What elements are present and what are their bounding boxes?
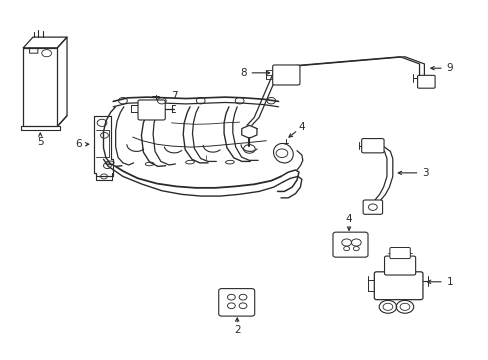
Text: 7: 7 bbox=[170, 91, 177, 101]
FancyBboxPatch shape bbox=[373, 272, 422, 300]
Text: 2: 2 bbox=[233, 325, 240, 335]
Text: 9: 9 bbox=[446, 63, 452, 73]
FancyBboxPatch shape bbox=[332, 232, 367, 257]
FancyBboxPatch shape bbox=[417, 75, 434, 88]
FancyBboxPatch shape bbox=[361, 139, 383, 153]
Text: 1: 1 bbox=[446, 277, 452, 287]
Text: 5: 5 bbox=[37, 137, 43, 147]
Text: 4: 4 bbox=[345, 214, 352, 224]
Text: 3: 3 bbox=[422, 168, 428, 178]
FancyBboxPatch shape bbox=[218, 289, 254, 316]
FancyBboxPatch shape bbox=[389, 248, 409, 258]
Text: 6: 6 bbox=[75, 139, 81, 149]
FancyBboxPatch shape bbox=[384, 256, 415, 275]
FancyBboxPatch shape bbox=[363, 200, 382, 214]
Text: 4: 4 bbox=[298, 122, 305, 132]
Text: 8: 8 bbox=[240, 68, 246, 78]
FancyBboxPatch shape bbox=[138, 100, 165, 120]
FancyBboxPatch shape bbox=[272, 65, 299, 85]
